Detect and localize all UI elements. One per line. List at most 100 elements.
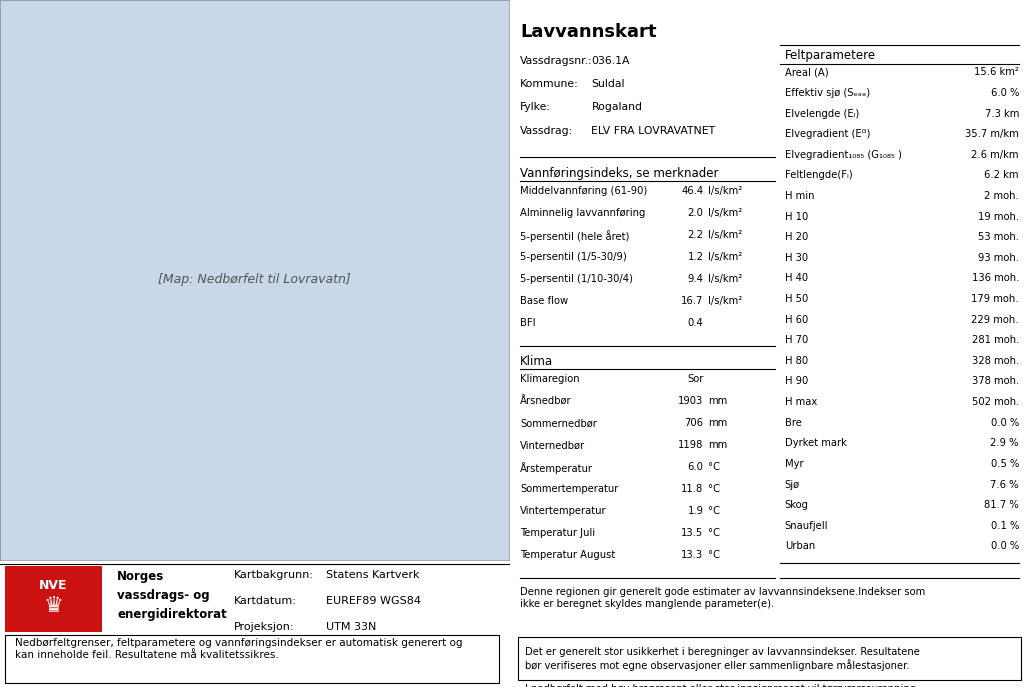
Text: Kartdatum:: Kartdatum: bbox=[234, 596, 297, 607]
Text: Sommertemperatur: Sommertemperatur bbox=[520, 484, 618, 495]
Text: 1.9: 1.9 bbox=[687, 506, 703, 517]
Text: Urban: Urban bbox=[784, 541, 815, 552]
Text: Temperatur August: Temperatur August bbox=[520, 550, 615, 561]
Text: 6.0 %: 6.0 % bbox=[990, 88, 1019, 98]
Text: 7.3 km: 7.3 km bbox=[984, 109, 1019, 119]
Text: Projeksjon:: Projeksjon: bbox=[234, 622, 295, 631]
Text: Feltlengde(Fₗ): Feltlengde(Fₗ) bbox=[784, 170, 852, 181]
Text: 7.6 %: 7.6 % bbox=[990, 480, 1019, 490]
Text: Areal (A): Areal (A) bbox=[784, 67, 828, 78]
Text: H 30: H 30 bbox=[784, 253, 808, 263]
Text: Sor: Sor bbox=[687, 374, 703, 385]
Text: Klimaregion: Klimaregion bbox=[520, 374, 580, 385]
Text: 53 moh.: 53 moh. bbox=[978, 232, 1019, 243]
Text: H 70: H 70 bbox=[784, 335, 808, 346]
Text: Nedbørfeltgrenser, feltparametere og vannføringsindekser er automatisk generert : Nedbørfeltgrenser, feltparametere og van… bbox=[15, 638, 463, 660]
Text: H 40: H 40 bbox=[784, 273, 808, 284]
Text: H 50: H 50 bbox=[784, 294, 808, 304]
Text: 1903: 1903 bbox=[678, 396, 703, 407]
Text: 0.0 %: 0.0 % bbox=[990, 418, 1019, 428]
Text: Middelvannføring (61-90): Middelvannføring (61-90) bbox=[520, 186, 647, 196]
Text: Bre: Bre bbox=[784, 418, 802, 428]
Text: Myr: Myr bbox=[784, 459, 804, 469]
Text: Årsnedbør: Årsnedbør bbox=[520, 396, 571, 407]
Text: l/s/km²: l/s/km² bbox=[709, 230, 742, 240]
Text: H 20: H 20 bbox=[784, 232, 808, 243]
Text: 036.1A: 036.1A bbox=[592, 56, 630, 66]
Text: Skog: Skog bbox=[784, 500, 809, 510]
Text: 35.7 m/km: 35.7 m/km bbox=[966, 129, 1019, 139]
Text: Vassdragsnr.:: Vassdragsnr.: bbox=[520, 56, 593, 66]
Text: 502 moh.: 502 moh. bbox=[972, 397, 1019, 407]
Text: Snaufjell: Snaufjell bbox=[784, 521, 828, 531]
Text: °C: °C bbox=[709, 462, 721, 473]
Bar bbox=[5, 566, 101, 631]
Text: Rogaland: Rogaland bbox=[592, 102, 642, 113]
Text: l/s/km²: l/s/km² bbox=[709, 274, 742, 284]
Text: 136 moh.: 136 moh. bbox=[972, 273, 1019, 284]
Text: Effektiv sjø (Sₑₔₔ): Effektiv sjø (Sₑₔₔ) bbox=[784, 88, 870, 98]
Text: 9.4: 9.4 bbox=[687, 274, 703, 284]
Text: Norges: Norges bbox=[117, 570, 164, 583]
Text: 15.6 km²: 15.6 km² bbox=[974, 67, 1019, 78]
Text: 1198: 1198 bbox=[678, 440, 703, 451]
Text: l/s/km²: l/s/km² bbox=[709, 296, 742, 306]
Text: Kartbakgrunn:: Kartbakgrunn: bbox=[234, 570, 314, 580]
Text: 93 moh.: 93 moh. bbox=[978, 253, 1019, 263]
Text: Elvelengde (Eₗ): Elvelengde (Eₗ) bbox=[784, 109, 859, 119]
Text: energidirektorat: energidirektorat bbox=[117, 608, 226, 621]
Text: l/s/km²: l/s/km² bbox=[709, 252, 742, 262]
Text: 2 moh.: 2 moh. bbox=[984, 191, 1019, 201]
Text: 13.3: 13.3 bbox=[681, 550, 703, 561]
Text: H 90: H 90 bbox=[784, 376, 808, 387]
Text: 2.9 %: 2.9 % bbox=[990, 438, 1019, 449]
Text: °C: °C bbox=[709, 484, 721, 495]
Text: 6.2 km: 6.2 km bbox=[984, 170, 1019, 181]
Text: 281 moh.: 281 moh. bbox=[972, 335, 1019, 346]
Text: UTM 33N: UTM 33N bbox=[326, 622, 376, 631]
Text: [Map: Nedbørfelt til Lovravatn]: [Map: Nedbørfelt til Lovravatn] bbox=[158, 273, 351, 286]
Text: Klima: Klima bbox=[520, 355, 553, 368]
Text: H min: H min bbox=[784, 191, 814, 201]
Text: 2.0: 2.0 bbox=[687, 208, 703, 218]
Text: 19 moh.: 19 moh. bbox=[978, 212, 1019, 222]
Text: 13.5: 13.5 bbox=[681, 528, 703, 539]
Text: ♛: ♛ bbox=[43, 596, 63, 616]
Text: Elvegradient (Eᴳ): Elvegradient (Eᴳ) bbox=[784, 129, 870, 139]
Text: 2.6 m/km: 2.6 m/km bbox=[972, 150, 1019, 160]
Text: 328 moh.: 328 moh. bbox=[972, 356, 1019, 366]
Text: Elvegradient₁₀₈₅ (G₁₀₈₅ ): Elvegradient₁₀₈₅ (G₁₀₈₅ ) bbox=[784, 150, 902, 160]
Text: Vannføringsindeks, se merknader: Vannføringsindeks, se merknader bbox=[520, 167, 719, 180]
Text: Alminnelig lavvannføring: Alminnelig lavvannføring bbox=[520, 208, 645, 218]
Text: 81.7 %: 81.7 % bbox=[984, 500, 1019, 510]
Bar bbox=[5, 635, 499, 684]
Text: Vintertemperatur: Vintertemperatur bbox=[520, 506, 607, 517]
Text: 378 moh.: 378 moh. bbox=[972, 376, 1019, 387]
Text: 229 moh.: 229 moh. bbox=[972, 315, 1019, 325]
Text: 5-persentil (1/10-30/4): 5-persentil (1/10-30/4) bbox=[520, 274, 633, 284]
Text: Årstemperatur: Årstemperatur bbox=[520, 462, 593, 474]
Text: Sjø: Sjø bbox=[784, 480, 800, 490]
Text: Fylke:: Fylke: bbox=[520, 102, 551, 113]
Text: Kommune:: Kommune: bbox=[520, 79, 579, 89]
Bar bbox=[517, 637, 1022, 680]
Text: Temperatur Juli: Temperatur Juli bbox=[520, 528, 595, 539]
Text: °C: °C bbox=[709, 506, 721, 517]
Text: 5-persentil (hele året): 5-persentil (hele året) bbox=[520, 230, 630, 242]
Text: 11.8: 11.8 bbox=[681, 484, 703, 495]
Text: Denne regionen gir generelt gode estimater av lavvannsindeksene.Indekser som
ikk: Denne regionen gir generelt gode estimat… bbox=[520, 587, 926, 609]
Text: 5-persentil (1/5-30/9): 5-persentil (1/5-30/9) bbox=[520, 252, 627, 262]
Text: mm: mm bbox=[709, 418, 728, 429]
Text: Det er generelt stor usikkerhet i beregninger av lavvannsindekser. Resultatene
b: Det er generelt stor usikkerhet i beregn… bbox=[525, 647, 921, 687]
Text: 46.4: 46.4 bbox=[681, 186, 703, 196]
Text: 179 moh.: 179 moh. bbox=[972, 294, 1019, 304]
Text: Lavvannskart: Lavvannskart bbox=[520, 23, 656, 41]
Text: 0.4: 0.4 bbox=[688, 318, 703, 328]
Text: H max: H max bbox=[784, 397, 817, 407]
Text: Vinternedbør: Vinternedbør bbox=[520, 440, 586, 451]
Text: H 80: H 80 bbox=[784, 356, 808, 366]
Text: 0.5 %: 0.5 % bbox=[990, 459, 1019, 469]
Text: l/s/km²: l/s/km² bbox=[709, 208, 742, 218]
Text: °C: °C bbox=[709, 550, 721, 561]
Text: vassdrags- og: vassdrags- og bbox=[117, 589, 210, 602]
